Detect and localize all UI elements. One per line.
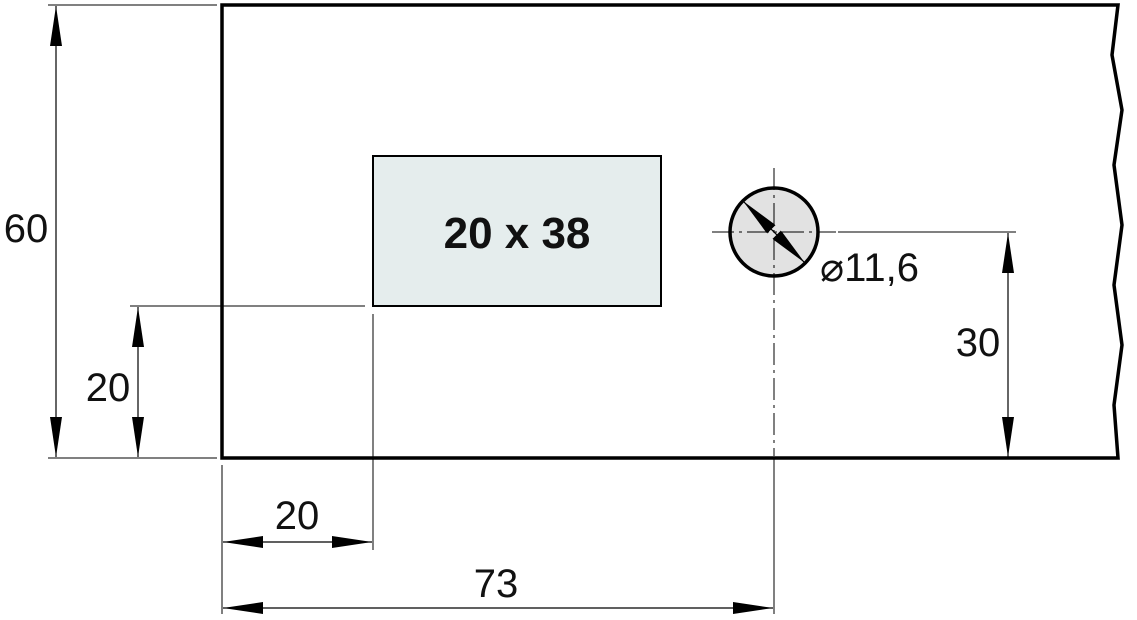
part-outline bbox=[220, 3, 1124, 460]
diameter-dim-line bbox=[742, 200, 806, 264]
diameter-label: ⌀11,6 bbox=[820, 246, 919, 290]
dim-hole-center-height-label: 30 bbox=[956, 321, 1001, 365]
dim-hole-center-x-label: 73 bbox=[474, 562, 519, 606]
dim-cutout-left-offset-label: 20 bbox=[275, 494, 320, 538]
rect-cutout bbox=[372, 155, 662, 307]
dim-cutout-bottom-offset-label: 20 bbox=[86, 366, 131, 410]
dim-overall-height-label: 60 bbox=[4, 207, 49, 251]
cutout-size-label: 20 x 38 bbox=[444, 209, 591, 258]
